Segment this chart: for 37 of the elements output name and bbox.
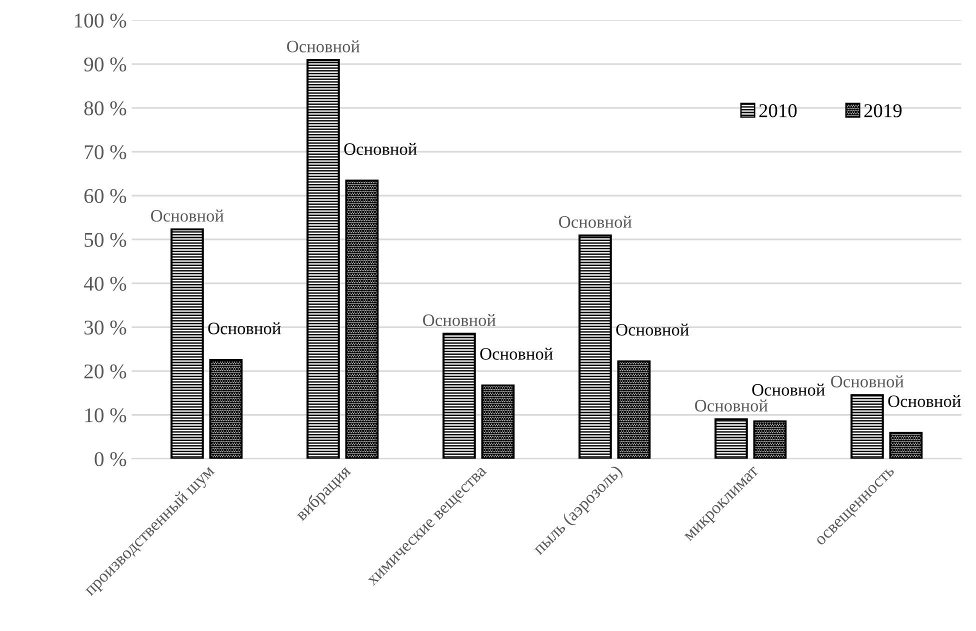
data-label: Основной <box>559 216 632 228</box>
legend-label: 2019 <box>864 104 902 118</box>
bar <box>714 418 748 459</box>
y-tick-label: 90 % <box>84 57 126 72</box>
data-label: Основной <box>480 348 553 360</box>
data-label: Основной <box>616 324 689 336</box>
data-label: Основной <box>752 384 825 396</box>
data-label: Основной <box>344 142 417 155</box>
data-label: Основной <box>151 210 224 222</box>
bar <box>889 432 923 459</box>
data-label: Основной <box>287 40 360 52</box>
bar <box>753 420 787 459</box>
data-label: Основной <box>888 395 961 408</box>
data-label: Основной <box>208 322 281 334</box>
bar <box>617 360 651 459</box>
bar <box>306 59 340 459</box>
y-tick-label: 10 % <box>85 408 126 422</box>
legend-label: 2010 <box>759 104 797 118</box>
y-tick-label: 50 % <box>84 232 126 247</box>
y-tick-label: 40 % <box>84 276 126 291</box>
bar <box>209 359 243 459</box>
data-label: Основной <box>695 400 768 412</box>
y-tick-label: 20 % <box>84 364 126 379</box>
bar <box>850 394 884 459</box>
y-tick-label: 80 % <box>84 101 126 116</box>
bar <box>345 180 379 459</box>
y-tick-label: 60 % <box>84 188 126 204</box>
y-tick-label: 70 % <box>84 145 126 160</box>
bar <box>170 228 204 459</box>
data-label: Основной <box>423 314 496 326</box>
y-tick-label: 100 % <box>74 14 126 28</box>
y-tick-label: 30 % <box>84 320 126 335</box>
bar <box>481 384 515 459</box>
y-tick-label: 0 % <box>94 452 126 466</box>
bar <box>442 332 476 459</box>
data-label: Основной <box>831 375 904 388</box>
bar <box>578 234 612 459</box>
